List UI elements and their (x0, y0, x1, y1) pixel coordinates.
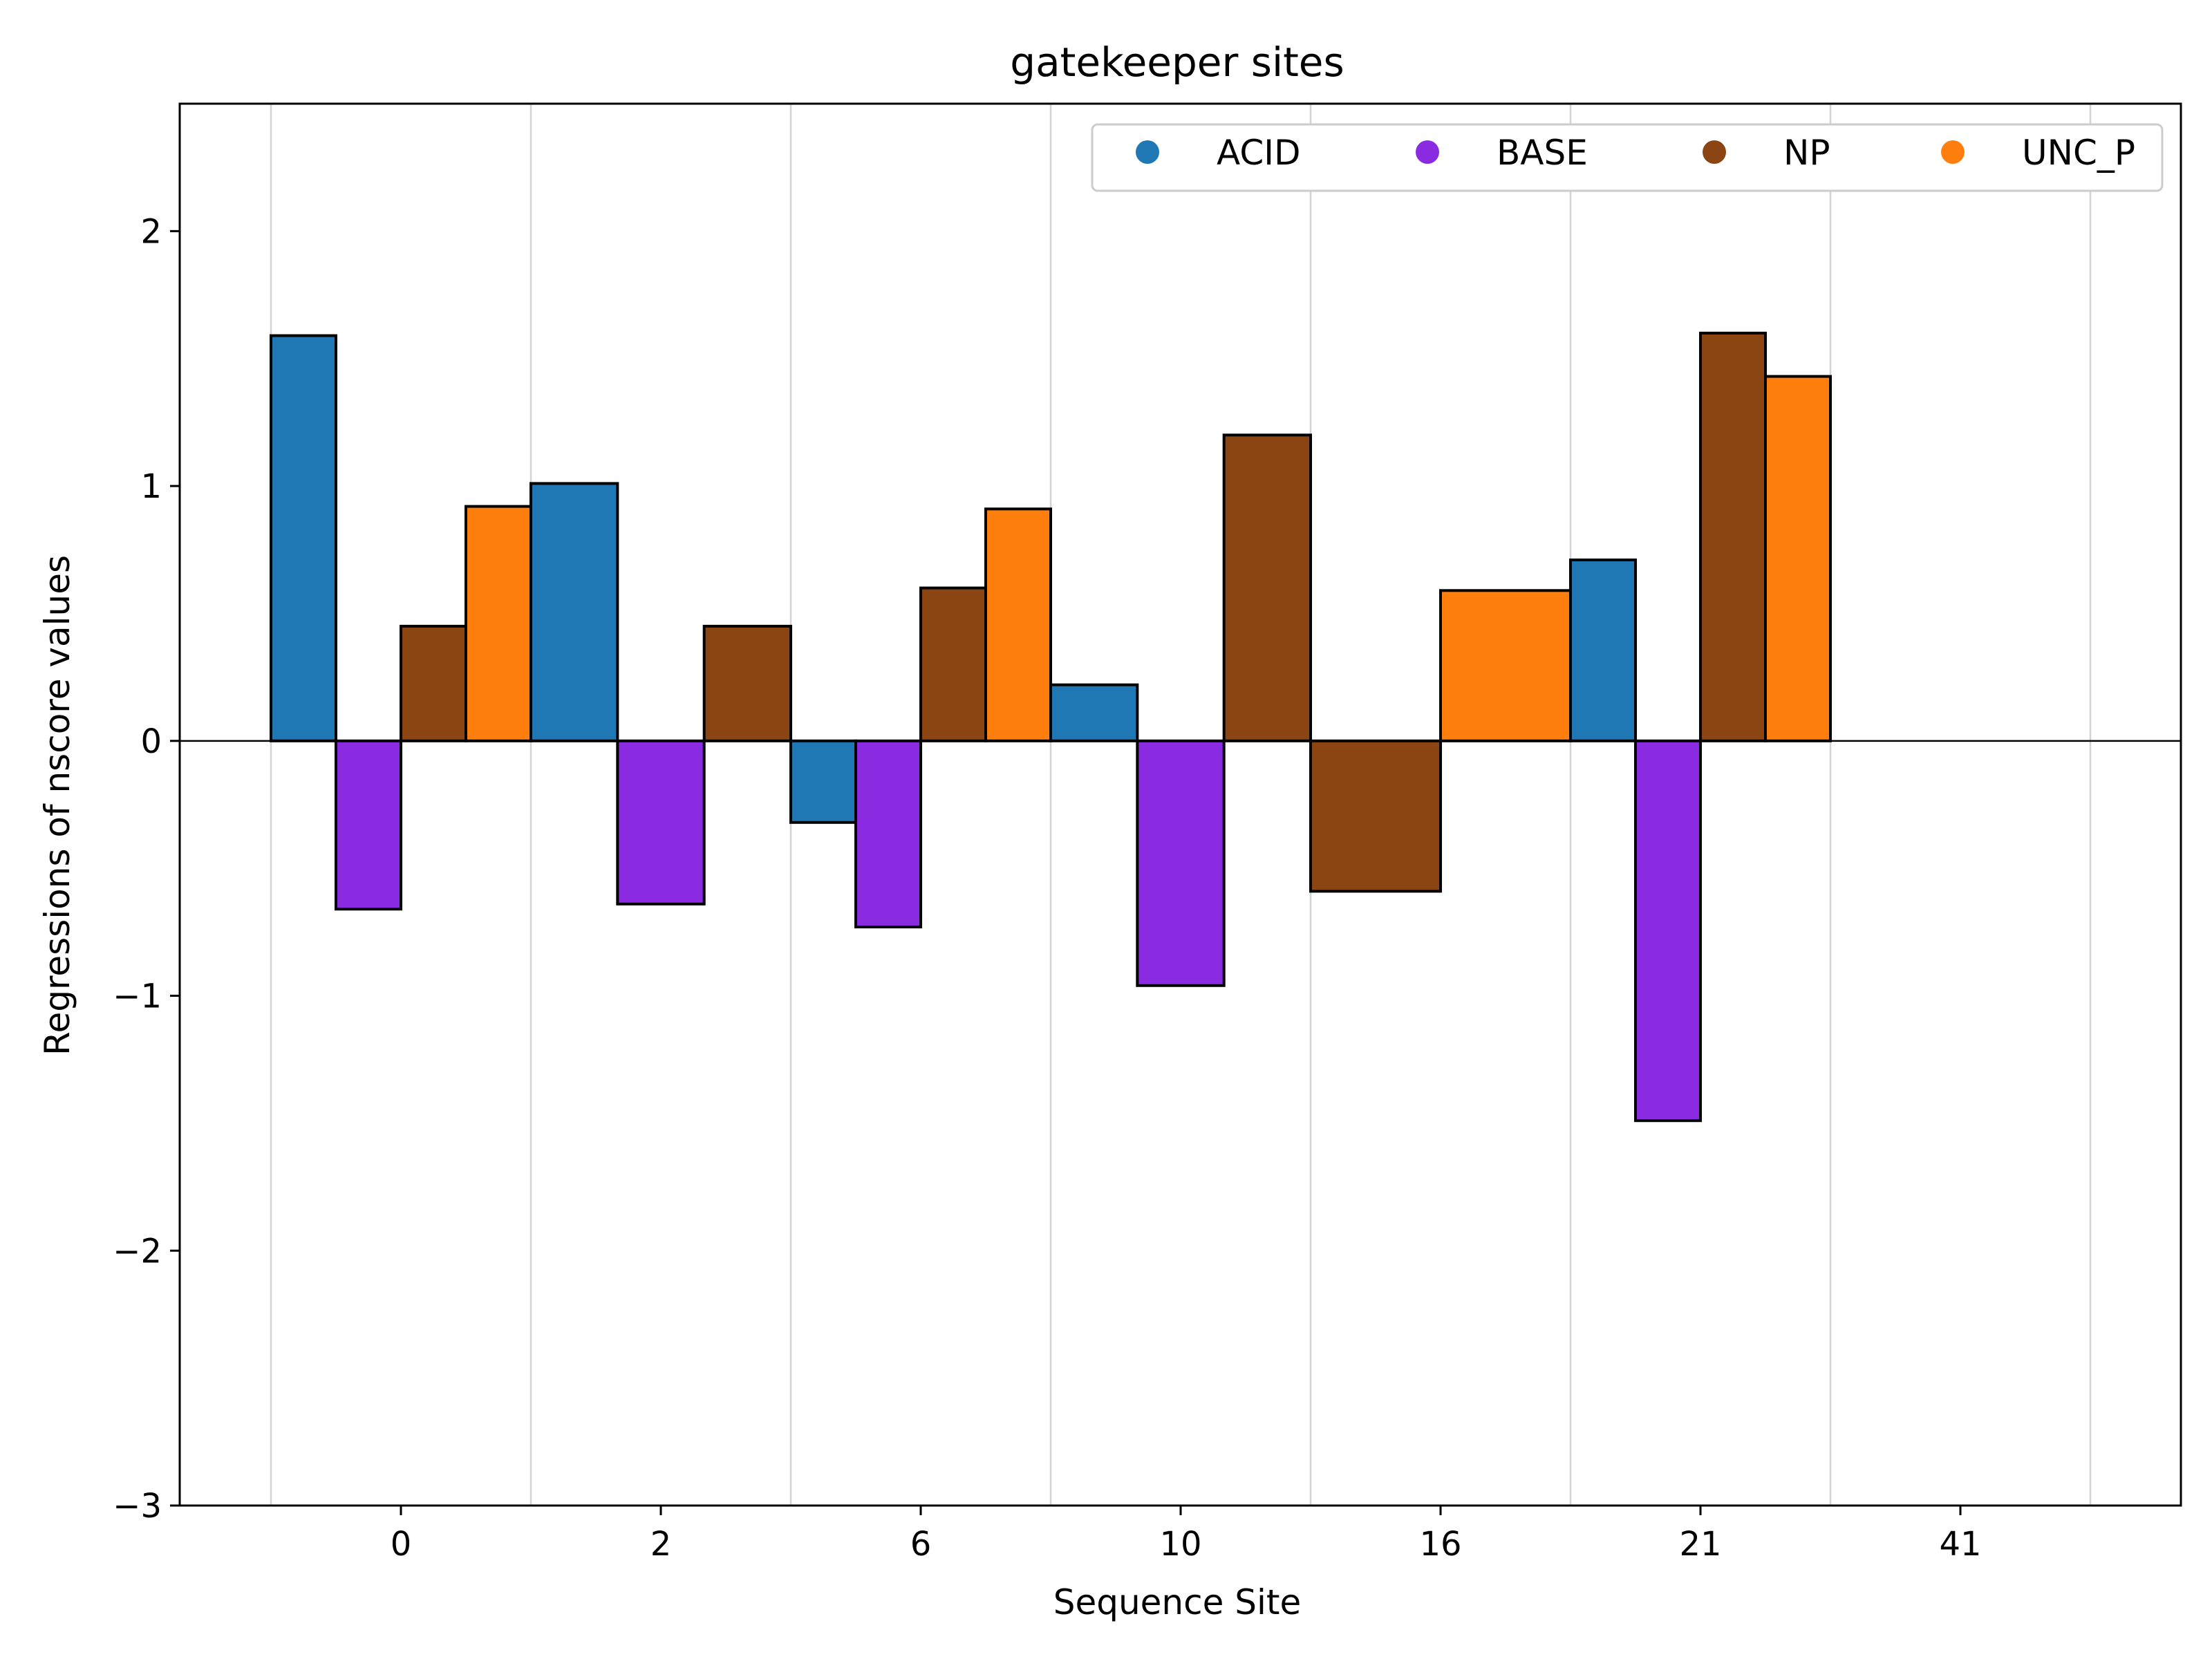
y-tick-label: −3 (113, 1487, 162, 1526)
bar-np-0 (400, 624, 467, 742)
legend-label-base: BASE (1497, 133, 1588, 173)
chart-title: gatekeeper sites (1010, 39, 1344, 86)
x-axis: 0 2 6 10 16 21 41 (391, 1506, 1982, 1564)
y-tick-label: 0 (140, 722, 162, 761)
y-axis: −3 −2 −1 0 1 2 (113, 212, 180, 1526)
legend-marker-np (1703, 140, 1726, 164)
bar-acid-21 (1569, 559, 1637, 742)
legend-frame (1091, 123, 2164, 192)
y-tick-label: 1 (140, 467, 162, 506)
y-tick-label: −2 (113, 1232, 162, 1271)
bar-base-6 (854, 739, 922, 928)
bar-np-16 (1309, 739, 1442, 893)
bar-np-6 (919, 586, 987, 742)
bar-unc-p-0 (465, 505, 532, 742)
bar-base-2 (616, 739, 706, 906)
bar-unc-p-16 (1439, 589, 1572, 742)
bar-unc-p-6 (984, 507, 1052, 742)
legend-marker-base (1416, 140, 1439, 164)
bar-np-10 (1222, 433, 1312, 742)
bars-layer (270, 331, 1832, 1123)
x-tick-label: 21 (1679, 1525, 1721, 1564)
bar-acid-6 (789, 739, 857, 824)
y-tick-label: 2 (140, 212, 162, 251)
x-tick-label: 2 (650, 1525, 672, 1564)
legend: ACID BASE NP UNC_P (1091, 123, 2164, 192)
bar-base-10 (1136, 739, 1226, 987)
x-tick-label: 0 (391, 1525, 412, 1564)
legend-label-unc-p: UNC_P (2022, 133, 2135, 173)
bar-np-21 (1699, 331, 1767, 742)
legend-label-acid: ACID (1217, 133, 1300, 173)
x-tick-label: 6 (910, 1525, 932, 1564)
bar-acid-0 (270, 334, 337, 742)
bar-acid-10 (1049, 683, 1139, 742)
bar-base-21 (1634, 739, 1702, 1123)
legend-label-np: NP (1783, 133, 1830, 173)
x-axis-label: Sequence Site (1053, 1582, 1302, 1622)
bar-acid-2 (529, 482, 619, 742)
x-tick-label: 16 (1419, 1525, 1461, 1564)
x-tick-label: 41 (1939, 1525, 1981, 1564)
bar-unc-p-21 (1764, 375, 1832, 742)
bar-np-2 (702, 624, 793, 742)
x-tick-label: 10 (1159, 1525, 1201, 1564)
y-axis-label: Regressions of nscore values (37, 555, 77, 1056)
y-tick-label: −1 (113, 977, 162, 1016)
legend-marker-acid (1136, 140, 1159, 164)
bar-base-0 (335, 739, 402, 911)
legend-marker-unc-p (1941, 140, 1965, 164)
